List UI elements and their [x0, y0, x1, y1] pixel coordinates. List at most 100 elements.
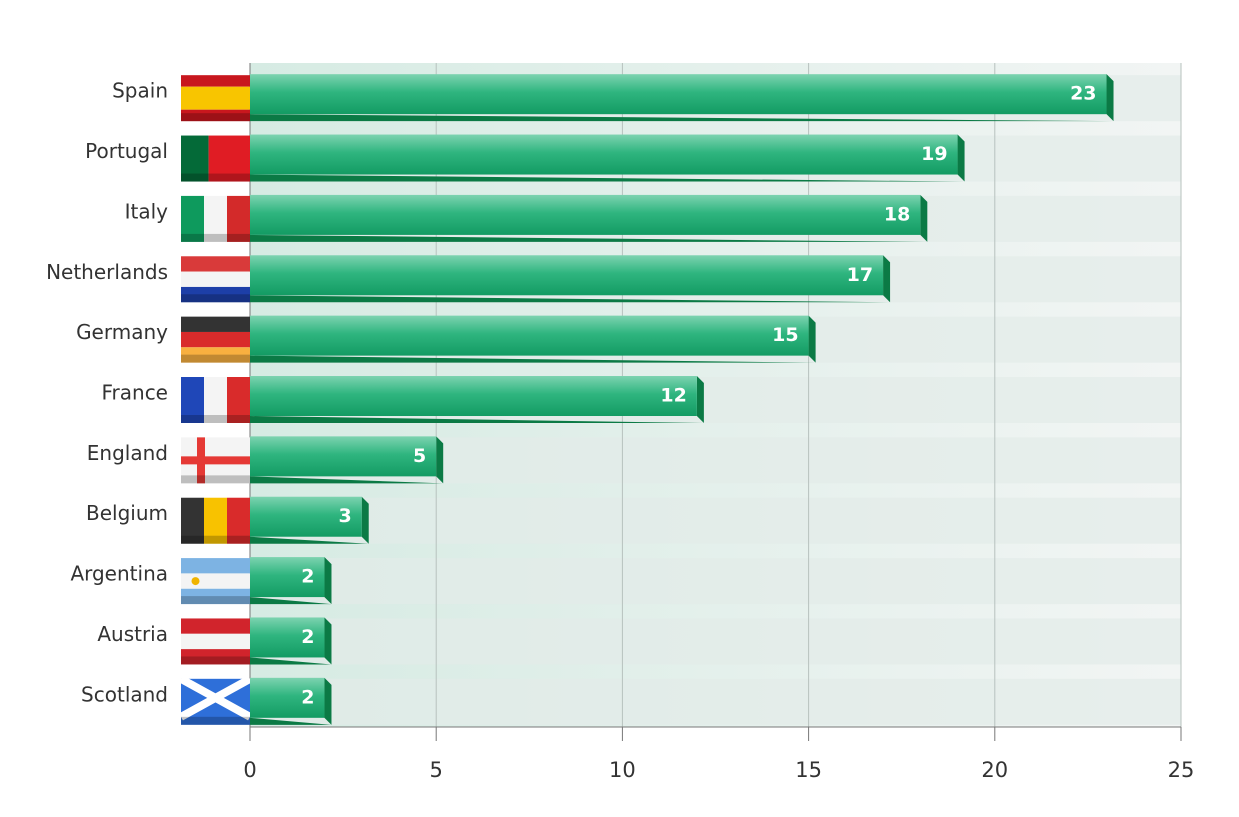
- bar-side: [250, 436, 444, 484]
- y-tick-label: Germany: [76, 320, 168, 344]
- x-tick-label: 5: [430, 758, 443, 782]
- bar-side: [250, 255, 891, 303]
- data-label: 12: [660, 385, 686, 407]
- x-tick-label: 10: [609, 758, 636, 782]
- flag: [181, 75, 250, 122]
- data-label: 2: [301, 626, 314, 648]
- flag-stripe: [181, 347, 250, 363]
- flag-stripe: [181, 256, 250, 272]
- flag-stripe: [227, 195, 250, 242]
- flag-shade: [181, 475, 250, 484]
- bar-side: [250, 134, 965, 182]
- y-tick-label: Netherlands: [46, 260, 168, 284]
- bar: [250, 436, 437, 477]
- flag-shade: [181, 173, 250, 182]
- flag-stripe: [181, 588, 250, 605]
- x-tick-label: 20: [981, 758, 1008, 782]
- flag-stripe: [181, 649, 250, 665]
- bar-side: [250, 496, 369, 544]
- x-tick-label: 25: [1168, 758, 1195, 782]
- row-band: [250, 558, 1181, 605]
- bar: [250, 376, 697, 416]
- flag-sun: [191, 577, 200, 586]
- flag-shade: [181, 113, 250, 122]
- data-label: 15: [772, 324, 798, 346]
- flag-shade: [181, 354, 250, 363]
- flag-stripe: [181, 109, 250, 122]
- flag-stripe: [204, 497, 227, 544]
- data-label: 23: [1070, 83, 1096, 105]
- flag: [181, 316, 250, 363]
- y-tick-label: Argentina: [70, 562, 168, 586]
- flag: [181, 558, 250, 605]
- bar: [250, 74, 1107, 115]
- bar-side: [250, 677, 332, 725]
- bar: [250, 255, 884, 296]
- flag-shade: [181, 596, 250, 605]
- bar-side: [250, 194, 928, 242]
- y-tick-label: Italy: [125, 199, 169, 223]
- bar-side: [250, 74, 1114, 122]
- flag-stripe: [181, 195, 204, 242]
- flag-shade: [181, 294, 250, 303]
- y-tick-label: France: [101, 381, 168, 405]
- flag-stripe: [204, 195, 227, 242]
- flag-stripe: [227, 497, 250, 544]
- flag: [181, 377, 250, 423]
- flag-stripe: [181, 377, 204, 423]
- flag-stripe: [181, 271, 250, 287]
- bar: [250, 315, 809, 356]
- y-tick-label: Portugal: [85, 139, 168, 163]
- flag-stripe: [181, 573, 250, 589]
- bar: [250, 194, 921, 235]
- bar: [250, 557, 325, 598]
- flag-stripe: [227, 377, 250, 423]
- flag-stripe: [204, 377, 227, 423]
- bar: [250, 496, 362, 537]
- flag-cross: [181, 456, 250, 465]
- data-label: 2: [301, 686, 314, 708]
- row-band: [250, 618, 1181, 665]
- flag-shade: [181, 535, 250, 544]
- flag: [181, 437, 250, 484]
- data-label: 18: [884, 203, 910, 225]
- flag-stripe: [181, 86, 250, 110]
- y-tick-label: England: [87, 441, 168, 465]
- row-band: [250, 678, 1181, 725]
- flag-stripe: [181, 75, 250, 87]
- flag: [181, 256, 250, 303]
- bar-side: [250, 617, 332, 665]
- flag-saltire: [179, 675, 252, 721]
- bar: [250, 617, 325, 658]
- bar-side: [250, 315, 816, 363]
- data-label: 3: [338, 505, 351, 527]
- flag: [179, 675, 252, 725]
- flag-stripe: [181, 558, 250, 574]
- y-tick-label: Spain: [112, 79, 168, 103]
- flag-shade: [181, 415, 250, 423]
- x-tick-label: 15: [795, 758, 822, 782]
- bar: [250, 677, 325, 718]
- data-label: 2: [301, 566, 314, 588]
- flag-shade: [181, 233, 250, 242]
- y-tick-label: Scotland: [81, 682, 168, 706]
- flag-shade: [181, 716, 250, 725]
- bar-side: [250, 557, 332, 605]
- data-label: 19: [921, 143, 947, 165]
- data-label: 17: [847, 264, 873, 286]
- flag-shade: [181, 656, 250, 665]
- flag-stripe: [181, 618, 250, 634]
- flag: [181, 195, 250, 242]
- row-band: [250, 497, 1181, 544]
- flag: [181, 497, 250, 544]
- flag-stripe: [181, 286, 250, 303]
- flag: [181, 618, 250, 665]
- flag-stripe: [181, 316, 250, 332]
- flag: [181, 135, 250, 182]
- y-tick-label: Austria: [97, 622, 168, 646]
- flag-stripe: [181, 331, 250, 348]
- bar-side: [250, 376, 704, 423]
- x-tick-label: 0: [243, 758, 256, 782]
- data-label: 5: [413, 445, 426, 467]
